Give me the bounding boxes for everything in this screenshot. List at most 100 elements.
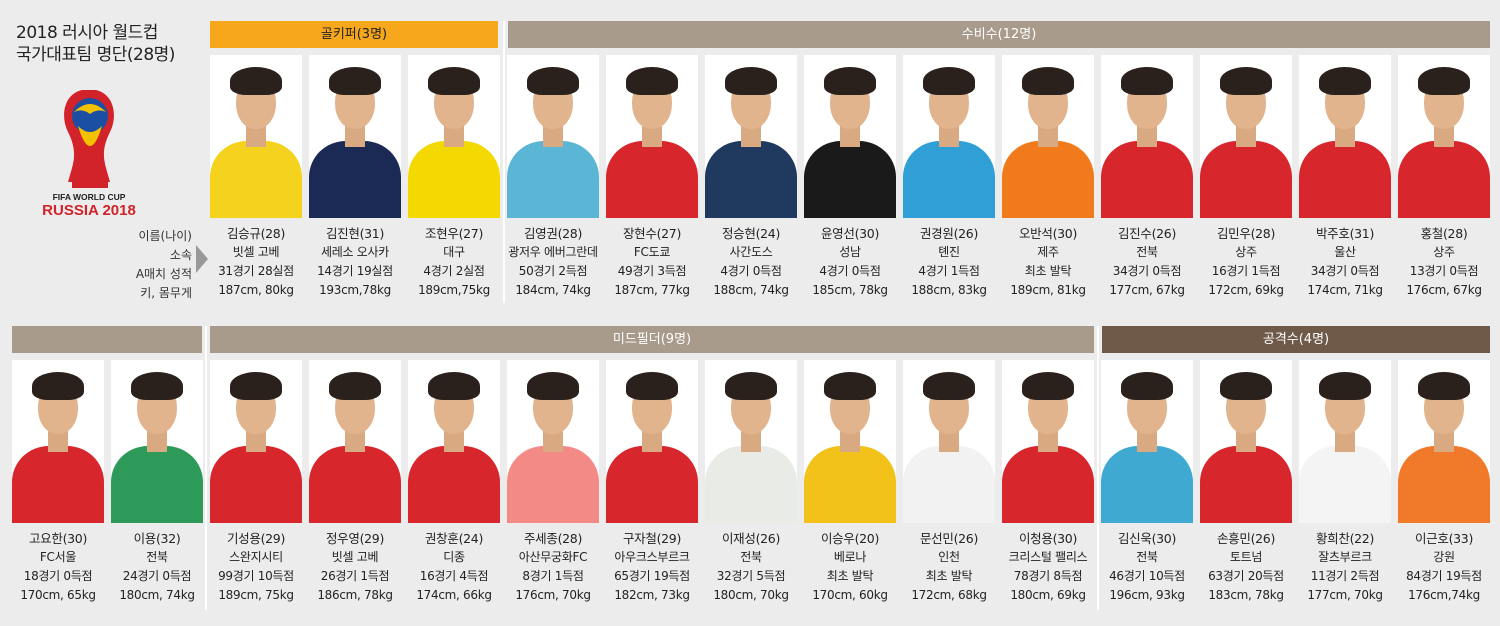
player-photo <box>1002 360 1094 523</box>
player-name: 정승현(24) <box>721 226 781 241</box>
player-photo <box>705 360 797 523</box>
player-name: 기성용(29) <box>226 531 286 546</box>
player-club: 상주 <box>1235 245 1257 259</box>
player-name: 구자철(29) <box>622 531 682 546</box>
player-record: 31경기 28실점 <box>218 264 294 278</box>
player-photo <box>1101 55 1193 218</box>
player-hair <box>1319 67 1371 95</box>
player-info: 정승현(24) 사간도스 4경기 0득점 188cm, 74kg <box>705 224 797 300</box>
player-shirt <box>1002 446 1094 523</box>
player-neck <box>939 125 959 147</box>
player-neck <box>1137 430 1157 452</box>
player-size: 172cm, 68kg <box>911 588 987 602</box>
player-shirt <box>1398 446 1490 523</box>
player-neck <box>1236 430 1256 452</box>
player-shirt <box>309 141 401 218</box>
player-photo <box>111 360 203 523</box>
player-size: 186cm, 78kg <box>317 588 393 602</box>
player-info: 황희찬(22) 잘츠부르크 11경기 2득점 177cm, 70kg <box>1299 529 1391 605</box>
player-size: 172cm, 69kg <box>1208 283 1284 297</box>
player-record: 50경기 2득점 <box>518 264 588 278</box>
player-record: 24경기 0득점 <box>122 569 192 583</box>
player-club: 전북 <box>740 550 762 564</box>
player-shirt <box>705 446 797 523</box>
player-neck <box>48 430 68 452</box>
player-name: 문선민(26) <box>919 531 979 546</box>
player-card: 이청용(30) 크리스털 팰리스 78경기 8득점 180cm, 69kg <box>1002 360 1094 605</box>
player-card: 권창훈(24) 디종 16경기 4득점 174cm, 66kg <box>408 360 500 605</box>
player-neck <box>1038 125 1058 147</box>
player-hair <box>230 372 282 400</box>
player-photo <box>408 55 500 218</box>
player-size: 189cm, 75kg <box>218 588 294 602</box>
player-info: 김민우(28) 상주 16경기 1득점 172cm, 69kg <box>1200 224 1292 300</box>
player-name: 주세종(28) <box>523 531 583 546</box>
player-neck <box>840 430 860 452</box>
player-record: 65경기 19득점 <box>614 569 690 583</box>
player-info: 김신욱(30) 전북 46경기 10득점 196cm, 93kg <box>1101 529 1193 605</box>
player-info: 손흥민(26) 토트넘 63경기 20득점 183cm, 78kg <box>1200 529 1292 605</box>
player-club: 대구 <box>443 245 465 259</box>
player-hair <box>626 67 678 95</box>
player-hair <box>329 67 381 95</box>
player-hair <box>824 67 876 95</box>
player-name: 김진현(31) <box>325 226 385 241</box>
player-record: 49경기 3득점 <box>617 264 687 278</box>
player-name: 손흥민(26) <box>1216 531 1276 546</box>
player-shirt <box>408 446 500 523</box>
player-shirt <box>1101 141 1193 218</box>
player-record: 4경기 2실점 <box>423 264 485 278</box>
player-record: 32경기 5득점 <box>716 569 786 583</box>
player-info: 박주호(31) 울산 34경기 0득점 174cm, 71kg <box>1299 224 1391 300</box>
player-size: 177cm, 70kg <box>1307 588 1383 602</box>
world-cup-logo: FIFA WORLD CUP RUSSIA 2018 <box>24 86 154 219</box>
player-info: 이청용(30) 크리스털 팰리스 78경기 8득점 180cm, 69kg <box>1002 529 1094 605</box>
player-club: 광저우 에버그란데 <box>508 245 598 259</box>
player-card: 김영권(28) 광저우 에버그란데 50경기 2득점 184cm, 74kg <box>507 55 599 300</box>
player-neck <box>543 125 563 147</box>
band-defenders: 수비수(12명) <box>508 21 1490 48</box>
player-shirt <box>1299 141 1391 218</box>
player-size: 180cm, 74kg <box>119 588 195 602</box>
player-record: 4경기 1득점 <box>918 264 980 278</box>
player-shirt <box>1299 446 1391 523</box>
player-club: 베로나 <box>833 550 867 564</box>
player-record: 34경기 0득점 <box>1310 264 1380 278</box>
player-club: 세레소 오사카 <box>321 245 389 259</box>
player-neck <box>147 430 167 452</box>
player-club: 빗셀 고베 <box>232 245 280 259</box>
player-info: 이재성(26) 전북 32경기 5득점 180cm, 70kg <box>705 529 797 605</box>
player-card: 김민우(28) 상주 16경기 1득점 172cm, 69kg <box>1200 55 1292 300</box>
player-name: 조현우(27) <box>424 226 484 241</box>
player-size: 176cm, 67kg <box>1406 283 1482 297</box>
player-club: 상주 <box>1433 245 1455 259</box>
player-neck <box>543 430 563 452</box>
player-name: 이재성(26) <box>721 531 781 546</box>
player-info: 기성용(29) 스완지시티 99경기 10득점 189cm, 75kg <box>210 529 302 605</box>
player-photo <box>408 360 500 523</box>
player-club: 강원 <box>1433 550 1455 564</box>
player-neck <box>1038 430 1058 452</box>
player-size: 196cm, 93kg <box>1109 588 1185 602</box>
player-shirt <box>111 446 203 523</box>
player-record: 4경기 0득점 <box>720 264 782 278</box>
player-shirt <box>12 446 104 523</box>
player-size: 180cm, 70kg <box>713 588 789 602</box>
player-info: 홍철(28) 상주 13경기 0득점 176cm, 67kg <box>1398 224 1490 300</box>
player-size: 185cm, 78kg <box>812 283 888 297</box>
player-hair <box>1220 67 1272 95</box>
player-club: 울산 <box>1334 245 1356 259</box>
band-midfielders: 미드필더(9명) <box>210 326 1094 353</box>
player-size: 193cm,78kg <box>319 283 391 297</box>
player-name: 김진수(26) <box>1117 226 1177 241</box>
player-card: 정우영(29) 빗셀 고베 26경기 1득점 186cm, 78kg <box>309 360 401 605</box>
player-name: 권경원(26) <box>919 226 979 241</box>
player-record: 16경기 4득점 <box>419 569 489 583</box>
player-club: 사간도스 <box>729 245 773 259</box>
player-hair <box>725 67 777 95</box>
player-info: 김진현(31) 세레소 오사카 14경기 19실점 193cm,78kg <box>309 224 401 300</box>
player-photo <box>1299 360 1391 523</box>
player-photo <box>606 55 698 218</box>
player-neck <box>1335 125 1355 147</box>
player-name: 이용(32) <box>133 531 181 546</box>
